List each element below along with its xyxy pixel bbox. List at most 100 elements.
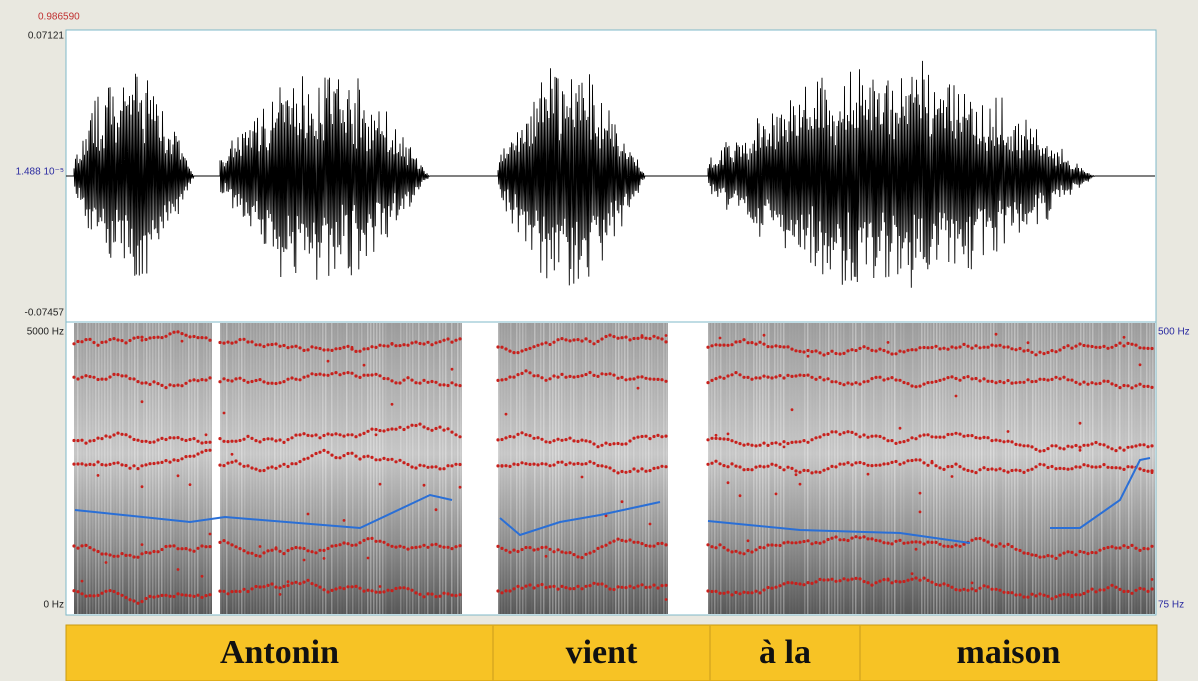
formant-point bbox=[1050, 554, 1054, 558]
formant-point bbox=[802, 373, 806, 378]
formant-point bbox=[552, 340, 556, 344]
formant-point bbox=[726, 437, 730, 441]
pitch-contour bbox=[74, 493, 453, 530]
formant-point bbox=[508, 550, 512, 554]
formant-point bbox=[310, 434, 314, 438]
formant-point bbox=[88, 462, 92, 466]
formant-point bbox=[942, 435, 946, 439]
formant-point bbox=[246, 340, 250, 344]
formant-point bbox=[942, 467, 946, 471]
spectrogram-stripe bbox=[519, 323, 521, 614]
formant-point bbox=[450, 464, 454, 468]
formant-point bbox=[822, 378, 826, 382]
formant-point bbox=[520, 547, 524, 552]
formant-point bbox=[184, 438, 188, 443]
formant-point bbox=[274, 381, 278, 386]
formant-point bbox=[1138, 363, 1142, 367]
formant-point bbox=[330, 544, 334, 548]
formant-point bbox=[230, 543, 234, 547]
formant-point bbox=[962, 376, 966, 380]
formant-point bbox=[926, 381, 930, 385]
spectrogram-stripe bbox=[819, 323, 821, 614]
formant-point bbox=[1114, 383, 1118, 387]
spectrogram-stripe bbox=[1143, 323, 1145, 614]
formant-point bbox=[584, 372, 588, 377]
formant-point bbox=[128, 598, 132, 602]
formant-point bbox=[810, 471, 814, 475]
formant-point bbox=[628, 338, 632, 342]
formant-point bbox=[830, 536, 834, 540]
formant-point bbox=[552, 439, 556, 443]
spectrogram-stripe bbox=[313, 323, 315, 614]
formant-point bbox=[508, 589, 512, 593]
formant-point bbox=[560, 550, 564, 554]
spectrogram-stripe bbox=[301, 323, 303, 614]
formant-point bbox=[710, 436, 714, 440]
formant-point bbox=[508, 349, 512, 353]
formant-point bbox=[746, 549, 750, 553]
formant-point bbox=[540, 545, 544, 550]
formant-point bbox=[640, 542, 644, 546]
formant-point bbox=[330, 453, 334, 457]
formant-point bbox=[600, 443, 604, 447]
formant-point bbox=[1062, 447, 1066, 451]
spectrogram-stripe bbox=[816, 323, 818, 614]
spectrogram-stripe bbox=[915, 323, 917, 614]
formant-point bbox=[1050, 349, 1054, 353]
formant-point bbox=[1102, 546, 1106, 551]
formant-point bbox=[854, 576, 858, 581]
formant-point bbox=[1082, 591, 1086, 596]
spectrogram-stripe bbox=[972, 323, 974, 614]
formant-point bbox=[326, 432, 330, 436]
formant-point bbox=[1066, 444, 1070, 448]
formant-point bbox=[1090, 344, 1094, 349]
formant-point bbox=[238, 589, 242, 594]
formant-point bbox=[418, 381, 422, 385]
formant-point bbox=[878, 463, 882, 467]
formant-point bbox=[1042, 377, 1046, 381]
formant-point bbox=[994, 544, 998, 549]
formant-point bbox=[1130, 445, 1134, 449]
formant-point bbox=[132, 555, 136, 559]
spectrogram-stripe bbox=[295, 323, 297, 614]
formant-point bbox=[196, 452, 200, 456]
spectrogram-stripe bbox=[1008, 323, 1010, 614]
formant-point bbox=[934, 464, 938, 468]
formant-point bbox=[1094, 382, 1098, 386]
formant-point bbox=[910, 572, 914, 576]
formant-point bbox=[636, 540, 640, 544]
formant-point bbox=[410, 341, 414, 345]
formant-point bbox=[608, 333, 612, 337]
formant-point bbox=[1118, 587, 1122, 592]
formant-point bbox=[556, 548, 560, 552]
formant-point bbox=[938, 378, 942, 382]
formant-point bbox=[762, 333, 766, 337]
formant-point bbox=[172, 544, 176, 548]
formant-point bbox=[536, 463, 540, 467]
formant-point bbox=[902, 461, 906, 465]
spectrogram-stripe bbox=[86, 323, 88, 614]
formant-point bbox=[208, 376, 212, 380]
formant-point bbox=[588, 551, 592, 555]
formant-point bbox=[418, 341, 422, 346]
formant-point bbox=[770, 376, 774, 380]
formant-point bbox=[258, 585, 262, 589]
formant-point bbox=[222, 539, 226, 543]
formant-point bbox=[730, 373, 734, 377]
formant-point bbox=[246, 551, 250, 555]
formant-point bbox=[758, 591, 762, 595]
formant-point bbox=[160, 336, 164, 340]
spectrogram-stripe bbox=[116, 323, 118, 614]
formant-point bbox=[548, 547, 552, 551]
formant-point bbox=[798, 349, 802, 353]
formant-point bbox=[1118, 446, 1122, 450]
formant-point bbox=[374, 345, 378, 349]
spectrogram-stripe bbox=[289, 323, 291, 614]
formant-point bbox=[998, 467, 1002, 471]
formant-point bbox=[1062, 551, 1066, 555]
formant-point bbox=[258, 545, 262, 548]
formant-point bbox=[290, 436, 294, 440]
formant-point bbox=[846, 538, 850, 543]
formant-point bbox=[450, 340, 454, 344]
formant-point bbox=[568, 461, 572, 465]
